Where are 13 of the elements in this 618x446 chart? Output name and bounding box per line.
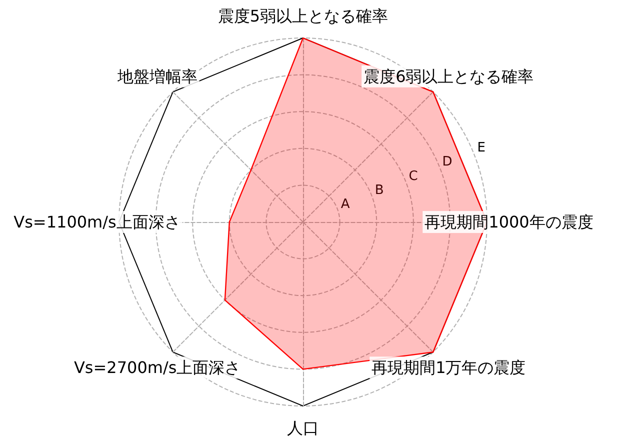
- spoke-label: 地盤増幅率: [116, 66, 198, 86]
- y-tick-label: E: [477, 140, 486, 156]
- spoke-label: 再現期間1000年の震度: [424, 212, 594, 232]
- spoke-label: Vs=2700m/s上面深さ: [74, 358, 241, 378]
- y-tick-label: D: [442, 154, 452, 170]
- spoke-label: 人口: [287, 418, 319, 438]
- spoke-label: Vs=1100m/s上面深さ: [14, 212, 180, 232]
- spoke-label: 震度5弱以上となる確率: [218, 6, 388, 26]
- y-tick-label: C: [408, 168, 418, 184]
- y-tick-label: B: [374, 182, 384, 198]
- spoke-label: 震度6弱以上となる確率: [364, 66, 534, 86]
- y-tick-label: A: [340, 196, 350, 212]
- spoke-label: 再現期間1万年の震度: [372, 358, 526, 378]
